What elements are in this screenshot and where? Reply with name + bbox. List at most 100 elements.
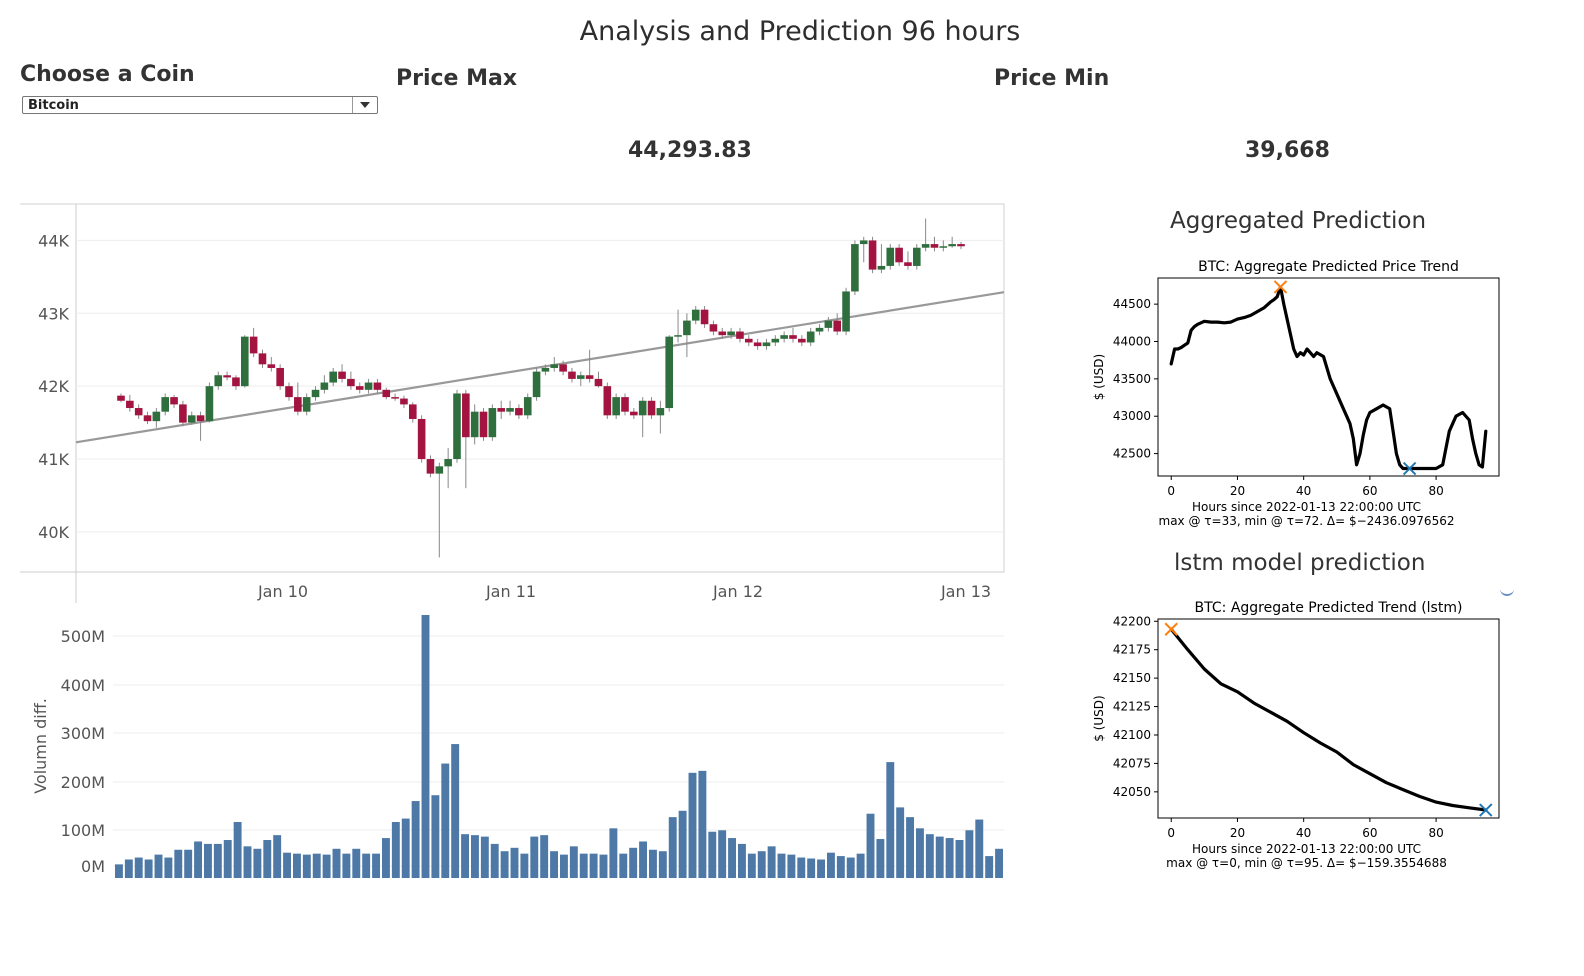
volume-bar	[668, 817, 677, 878]
plot-frame	[1157, 618, 1500, 819]
volume-bar	[322, 854, 331, 878]
chart-title: BTC: Aggregate Predicted Price Trend	[1198, 259, 1459, 275]
candle-down	[718, 331, 727, 336]
volume-bar	[332, 848, 341, 878]
candle-up	[842, 291, 850, 332]
y-tick-label: 41K	[38, 450, 69, 469]
volume-bar	[737, 843, 746, 878]
candle-down	[559, 364, 567, 372]
volume-bar	[599, 854, 608, 878]
volume-bar	[451, 744, 460, 878]
chart-annotation: max @ τ=0, min @ τ=95. Δ= $−159.3554688	[1166, 856, 1447, 870]
x-tick-label: 0	[1167, 484, 1175, 498]
y-axis-label: $ (USD)	[1092, 695, 1106, 741]
coin-select-value: Bitcoin	[28, 98, 79, 113]
volume-bar	[441, 763, 450, 878]
candle-up	[205, 386, 214, 422]
volume-bar	[757, 851, 766, 878]
volume-bar	[352, 848, 361, 878]
candle-down	[462, 393, 470, 438]
volume-bar	[421, 615, 430, 878]
chart-title: BTC: Aggregate Predicted Trend (lstm)	[1195, 600, 1463, 616]
candle-up	[806, 331, 815, 343]
coin-select[interactable]: Bitcoin	[22, 96, 378, 114]
candle-down	[709, 324, 718, 332]
candle-down	[373, 382, 382, 390]
y-tick-label: 400M	[61, 676, 105, 695]
lstm-prediction-chart: BTC: Aggregate Predicted Trend (lstm) 420…	[1092, 600, 1500, 870]
candle-down	[232, 377, 240, 387]
y-tick-label: 200M	[61, 773, 105, 792]
candle-down	[868, 240, 877, 270]
volume-bar	[807, 858, 816, 878]
volume-bar	[342, 853, 351, 878]
y-axis-label: $ (USD)	[1092, 354, 1106, 400]
volume-bar	[817, 859, 826, 878]
volume-bar	[718, 830, 727, 878]
candle-down	[957, 244, 965, 247]
candle-down	[895, 247, 903, 263]
candle-up	[329, 371, 338, 383]
volume-bar	[698, 770, 707, 878]
volume-bar	[629, 847, 638, 878]
volume-bar	[253, 848, 262, 878]
candle-down	[355, 386, 364, 390]
volume-bar	[856, 853, 865, 878]
candle-down	[630, 411, 638, 416]
y-tick-label: 44000	[1113, 335, 1151, 349]
volume-bar	[362, 853, 371, 878]
candle-down	[338, 371, 346, 379]
y-tick-label: 43K	[38, 304, 69, 323]
prediction-line	[1169, 627, 1488, 812]
candle-down	[117, 395, 125, 401]
volume-bar	[945, 838, 954, 878]
candle-down	[736, 331, 744, 339]
x-tick-label: 20	[1230, 826, 1245, 840]
candle-down	[382, 389, 391, 398]
candle-down	[585, 375, 594, 379]
volume-bar	[678, 810, 687, 878]
candle-down	[789, 335, 797, 339]
candle-down	[753, 342, 762, 347]
volume-bar	[144, 859, 153, 878]
volume-bar	[876, 839, 885, 878]
x-tick-label: Jan 12	[712, 582, 763, 601]
chevron-down-icon[interactable]	[352, 97, 377, 113]
volume-bar	[767, 846, 776, 878]
volume-bar	[559, 854, 568, 878]
volume-bar	[975, 819, 984, 878]
volume-bar	[915, 828, 924, 878]
candle-down	[594, 378, 603, 387]
volume-bar	[194, 841, 203, 878]
candle-up	[665, 336, 674, 409]
volume-bar	[550, 851, 559, 878]
chart-annotation: max @ τ=33, min @ τ=72. Δ= $−2436.097656…	[1159, 514, 1455, 528]
y-tick-label: 42100	[1113, 728, 1151, 742]
volume-bar	[480, 836, 489, 878]
max-marker-stroke	[1164, 622, 1178, 636]
candle-up	[771, 338, 780, 343]
volume-bar	[470, 835, 479, 878]
candle-up	[656, 408, 665, 416]
min-marker	[1479, 803, 1493, 817]
candle-down	[904, 262, 912, 266]
volume-bar	[223, 840, 232, 878]
volume-bar	[490, 843, 499, 878]
refresh-indicator-icon	[1500, 582, 1514, 596]
volume-bar	[985, 856, 994, 878]
candle-up	[214, 375, 223, 387]
candle-down	[603, 386, 612, 416]
volume-bar	[540, 835, 549, 878]
volume-bar-chart[interactable]: 0M 100M 200M 300M 400M 500M Volumn diff.	[31, 615, 1004, 878]
candle-up	[921, 244, 930, 248]
volume-bar	[134, 857, 143, 878]
volume-bar	[213, 843, 222, 878]
x-axis-label: Hours since 2022-01-13 22:00:00 UTC	[1192, 500, 1421, 514]
candlestick-chart[interactable]: 40K 41K 42K 43K 44K Jan 10 Jan 11 Jan 12 Jan 13	[20, 203, 1005, 603]
candle-down	[744, 338, 753, 343]
candle-up	[877, 265, 886, 270]
candle-down	[798, 338, 806, 343]
candle-up	[674, 335, 682, 337]
y-tick-label: 40K	[38, 523, 69, 542]
